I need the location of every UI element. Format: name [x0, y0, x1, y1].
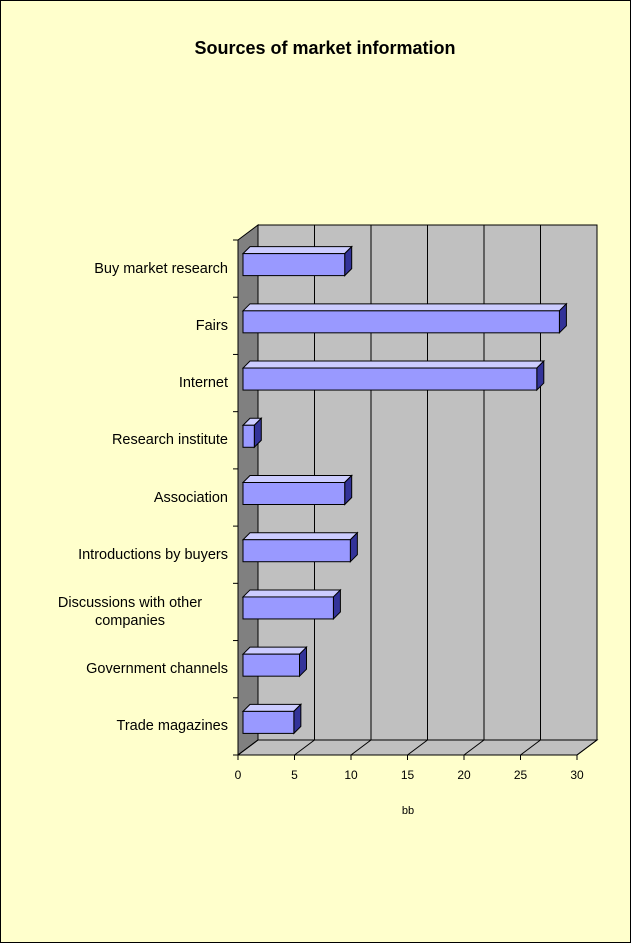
y-tick-label: Introductions by buyers [78, 546, 228, 563]
grid-line [463, 739, 485, 756]
grid-line [520, 739, 541, 756]
bar-front [242, 367, 538, 391]
x-tick-label: 20 [457, 768, 471, 782]
y-tick-label-box: Internet [18, 374, 228, 392]
bar-top [241, 360, 546, 369]
bar [241, 645, 308, 678]
bar [241, 302, 568, 335]
bar-front [242, 482, 346, 505]
y-tick-label-box: Discussions with other companies [18, 594, 228, 630]
bar-top [241, 475, 353, 483]
x-axis-label: bb [402, 805, 414, 817]
grid-line [237, 739, 259, 756]
y-tick-label: Research institute [111, 432, 228, 449]
y-tick-label: Association [153, 489, 228, 506]
bar-top [241, 703, 303, 712]
y-tick-label: Trade magazines [116, 718, 229, 735]
bar [241, 588, 342, 621]
bar [241, 359, 546, 392]
x-tick-label: 5 [291, 768, 298, 782]
grid-line [576, 739, 598, 756]
x-tick-label: 15 [401, 768, 415, 782]
bar [241, 474, 353, 506]
y-tick-label-box: Research institute [18, 431, 228, 449]
bar-top [241, 246, 353, 255]
grid-line [350, 739, 372, 756]
x-tick-label: 25 [514, 768, 528, 782]
y-tick-label: Government channels [86, 661, 228, 678]
bar-front [242, 539, 351, 563]
bar [241, 417, 263, 449]
y-tick-label-box: Fairs [18, 317, 228, 335]
y-tick-label: Buy market research [94, 260, 228, 277]
bar-front [242, 710, 295, 734]
y-tick-label-box: Association [18, 489, 228, 507]
y-tick-label-box: Trade magazines [18, 717, 229, 735]
grid-line [407, 739, 428, 756]
x-tick-label: 10 [344, 768, 358, 782]
bar [241, 531, 359, 563]
bar [241, 703, 303, 735]
x-tick-label: 0 [235, 768, 242, 782]
bar-top [241, 303, 568, 312]
bar-front [242, 424, 255, 448]
grid-line [294, 739, 315, 756]
bar-front [242, 253, 346, 277]
bar-top [241, 646, 308, 655]
chart-title: Sources of market information [194, 38, 455, 58]
bar [241, 245, 353, 277]
bar-front [242, 653, 300, 677]
bar-top [241, 532, 359, 541]
y-tick-label: Internet [178, 375, 228, 392]
bar-front [242, 596, 334, 620]
x-tick-label: 30 [570, 768, 584, 782]
y-tick-label: Discussions with other companies [57, 594, 203, 629]
y-tick-label: Fairs [195, 317, 228, 334]
bar-front [242, 310, 560, 334]
y-tick-label-box: Government channels [18, 660, 228, 678]
y-tick-label-box: Introductions by buyers [18, 546, 228, 564]
y-tick-label-box: Buy market research [18, 260, 228, 278]
bar-top [241, 589, 342, 598]
